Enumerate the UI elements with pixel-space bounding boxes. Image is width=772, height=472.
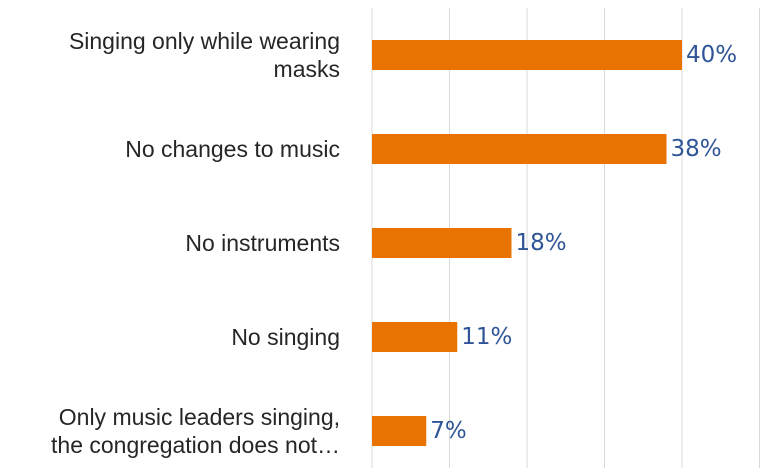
category-label-4-line-1: the congregation does not…	[51, 432, 340, 458]
value-label-3: 11%	[461, 324, 512, 350]
value-label-4: 7%	[430, 418, 467, 444]
value-labels: 40% 38% 18% 11% 7%	[430, 42, 737, 444]
category-label-2-line-0: No instruments	[185, 230, 340, 256]
category-label-4-line-0: Only music leaders singing,	[59, 404, 340, 430]
category-label-0-line-0: Singing only while wearing	[69, 28, 340, 54]
category-label-1-line-0: No changes to music	[125, 136, 340, 162]
value-label-1: 38%	[671, 136, 722, 162]
value-label-2: 18%	[516, 230, 567, 256]
bar-3	[372, 322, 458, 352]
bar-1	[372, 134, 667, 164]
bar-0	[372, 40, 682, 70]
bar-2	[372, 228, 512, 258]
bar-4	[372, 416, 427, 446]
value-label-0: 40%	[686, 42, 737, 68]
category-label-3-line-0: No singing	[231, 324, 340, 350]
bars	[372, 40, 682, 446]
gridlines	[371, 8, 760, 468]
category-label-0-line-1: masks	[274, 56, 340, 82]
